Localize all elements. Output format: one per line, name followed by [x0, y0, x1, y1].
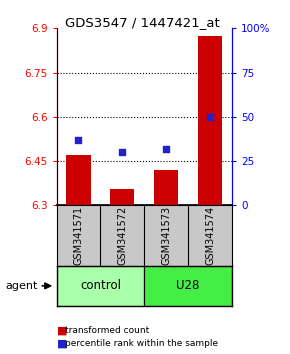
Text: GSM341571: GSM341571 — [73, 206, 84, 265]
Text: ■: ■ — [57, 326, 67, 336]
Point — [76, 137, 81, 143]
Text: transformed count: transformed count — [65, 326, 150, 336]
Text: agent: agent — [6, 281, 38, 291]
Bar — [154, 170, 178, 205]
Point — [164, 146, 168, 152]
Point — [208, 114, 212, 120]
Bar — [198, 36, 222, 205]
Bar — [66, 155, 90, 205]
Point — [120, 149, 125, 155]
Text: ■: ■ — [57, 338, 67, 348]
Text: U28: U28 — [176, 279, 200, 292]
Bar — [110, 189, 134, 205]
Text: GSM341572: GSM341572 — [117, 206, 127, 265]
Bar — [144, 266, 232, 306]
Text: GDS3547 / 1447421_at: GDS3547 / 1447421_at — [65, 16, 220, 29]
Text: GSM341573: GSM341573 — [161, 206, 171, 265]
Text: percentile rank within the sample: percentile rank within the sample — [65, 339, 218, 348]
Text: control: control — [80, 279, 121, 292]
Text: GSM341574: GSM341574 — [205, 206, 215, 265]
Bar — [57, 266, 144, 306]
